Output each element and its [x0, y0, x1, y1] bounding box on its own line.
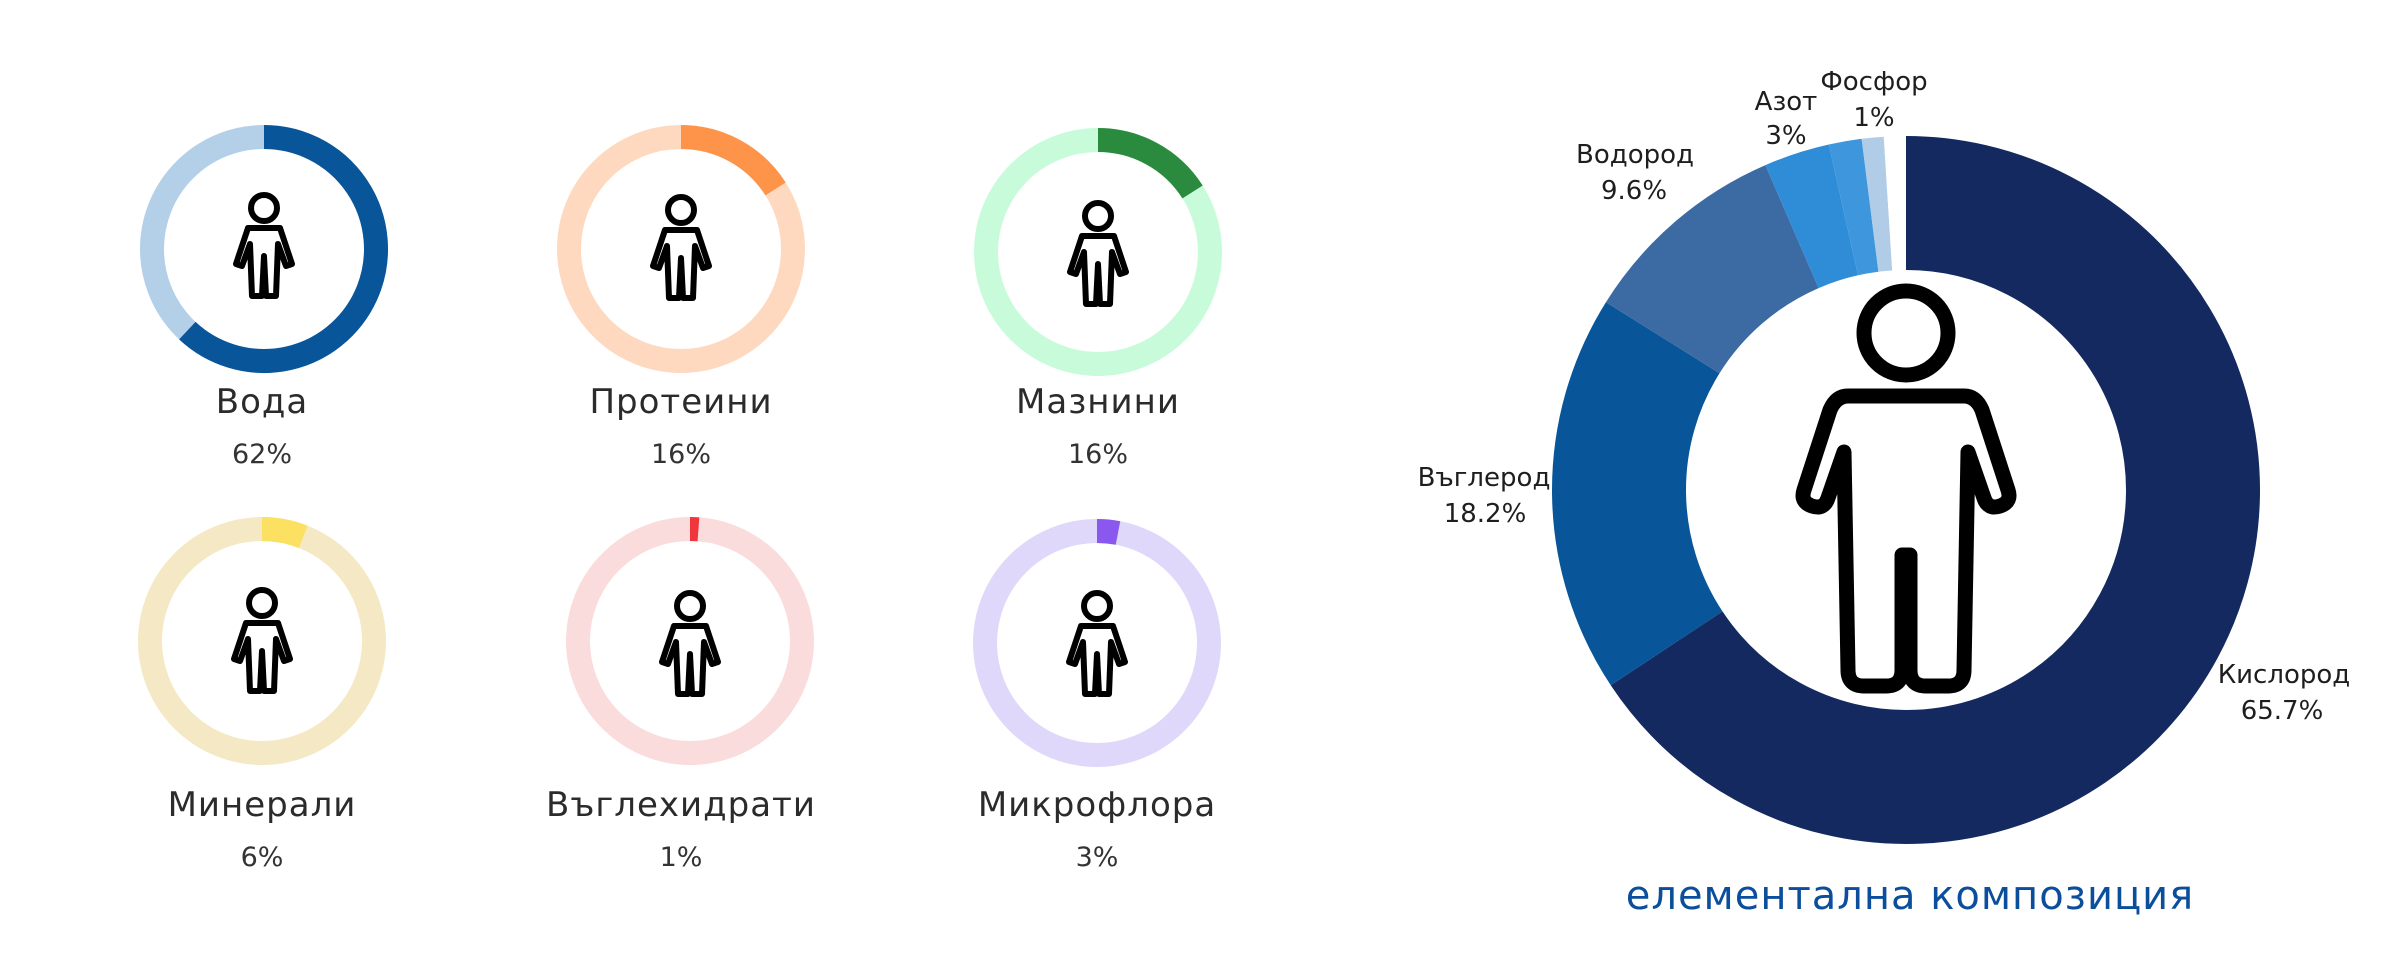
slice-value-carbon: 18.2%	[1444, 499, 1527, 529]
chart-caption: елементална композиция	[1626, 873, 2194, 919]
slice-value-oxygen: 65.7%	[2241, 696, 2324, 726]
donut-value: 6%	[241, 842, 284, 873]
donut-value: 16%	[651, 439, 711, 470]
donut-value: 16%	[1068, 439, 1128, 470]
donut-track	[138, 517, 386, 765]
donut-value-arc	[680, 125, 786, 196]
slice-label-carbon: Въглерод	[1418, 463, 1551, 493]
donut-label: Минерали	[168, 785, 357, 825]
donut-label: Въглехидрати	[546, 785, 816, 825]
donut-value-arc	[1097, 128, 1203, 199]
donut-slice-4	[1828, 138, 1880, 276]
donut-label: Вода	[216, 382, 308, 422]
donut-value-arc	[179, 125, 388, 373]
donut-track	[566, 517, 814, 765]
donut-slice-2	[1605, 165, 1820, 375]
person-icon	[1070, 203, 1126, 304]
donut-slice-0	[1610, 136, 2260, 844]
donut-chart-fats: Мазнини 16%	[974, 128, 1222, 470]
person-icon	[234, 590, 290, 691]
person-icon	[1795, 283, 2017, 694]
donut-slice-3	[1765, 144, 1860, 289]
donut-value: 62%	[232, 439, 292, 470]
person-icon	[662, 593, 718, 694]
donut-value: 1%	[660, 842, 703, 873]
slice-label-phosphorus: Фосфор	[1820, 67, 1927, 97]
donut-slice-5	[1861, 136, 1893, 272]
slice-value-hydrogen: 9.6%	[1601, 176, 1667, 206]
slice-label-oxygen: Кислород	[2218, 660, 2351, 690]
donut-track	[973, 519, 1221, 767]
donut-value: 3%	[1076, 842, 1119, 873]
slice-group	[1552, 136, 2260, 844]
donut-chart-minerals: Минерали 6%	[138, 517, 386, 873]
donut-label: Микрофлора	[978, 785, 1216, 825]
person-icon	[653, 197, 709, 298]
slice-value-nitrogen: 3%	[1765, 121, 1806, 151]
slice-label-hydrogen: Водород	[1576, 140, 1694, 170]
donut-slice-1	[1552, 302, 1724, 686]
donut-chart-microflora: Микрофлора 3%	[973, 518, 1221, 873]
person-icon	[1069, 593, 1125, 694]
donut-chart-proteins: Протеини 16%	[557, 125, 805, 470]
slice-label-nitrogen: Азот	[1755, 87, 1818, 117]
donut-value-arc	[261, 517, 308, 549]
donut-label: Мазнини	[1016, 382, 1180, 422]
donut-chart-carbohydrates: Въглехидрати 1%	[546, 517, 816, 873]
elemental-composition-chart: Кислород 65.7% Въглерод 18.2% Водород 9.…	[1418, 67, 2351, 919]
person-icon	[236, 195, 292, 296]
donut-value-arc	[1096, 518, 1121, 545]
donut-label: Протеини	[589, 382, 772, 422]
donut-slice-6	[1883, 136, 1907, 271]
donut-chart-water: Вода 62%	[140, 125, 388, 470]
slice-value-phosphorus: 1%	[1853, 103, 1894, 133]
